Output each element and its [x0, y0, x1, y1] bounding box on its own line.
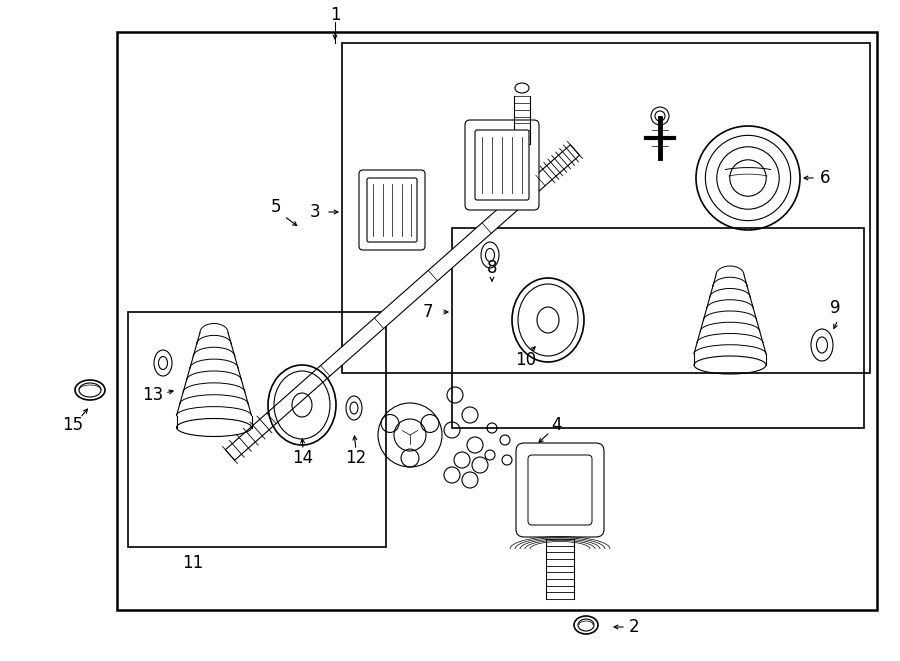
FancyBboxPatch shape [475, 130, 529, 200]
Polygon shape [225, 145, 580, 460]
Text: 8: 8 [487, 259, 497, 277]
Text: 12: 12 [346, 449, 366, 467]
Text: 1: 1 [329, 6, 340, 24]
Text: 4: 4 [551, 416, 562, 434]
Text: 13: 13 [142, 386, 164, 404]
Text: 6: 6 [820, 169, 830, 187]
Text: 10: 10 [516, 351, 536, 369]
FancyBboxPatch shape [516, 443, 604, 537]
Text: 7: 7 [423, 303, 433, 321]
Text: 15: 15 [62, 416, 84, 434]
Text: 2: 2 [629, 618, 639, 636]
Text: 5: 5 [271, 198, 281, 216]
FancyBboxPatch shape [465, 120, 539, 210]
FancyBboxPatch shape [528, 455, 592, 525]
Text: 3: 3 [310, 203, 320, 221]
Bar [452, 228, 864, 428]
Bar [128, 312, 386, 547]
FancyBboxPatch shape [367, 178, 417, 242]
Text: 14: 14 [292, 449, 313, 467]
Bar [342, 43, 870, 373]
Bar [117, 32, 877, 610]
Text: 11: 11 [183, 554, 203, 572]
Text: 9: 9 [830, 299, 841, 317]
FancyBboxPatch shape [359, 170, 425, 250]
